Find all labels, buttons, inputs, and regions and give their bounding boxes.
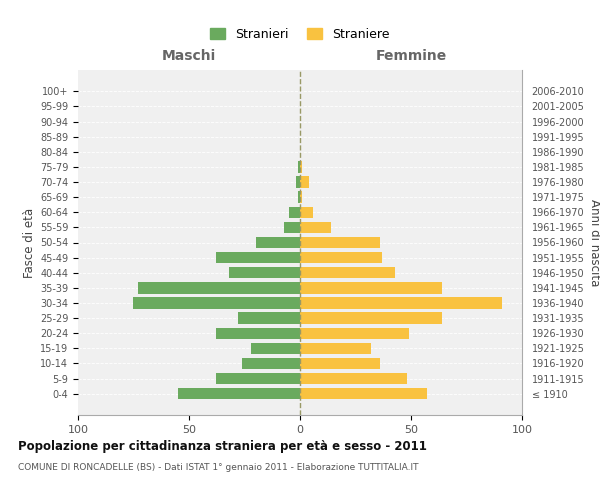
Bar bbox=[300, 267, 395, 278]
Bar bbox=[215, 373, 300, 384]
Bar bbox=[298, 162, 300, 172]
Text: Popolazione per cittadinanza straniera per età e sesso - 2011: Popolazione per cittadinanza straniera p… bbox=[18, 440, 427, 453]
Bar bbox=[298, 192, 300, 203]
Bar bbox=[251, 342, 300, 354]
Bar bbox=[300, 388, 427, 400]
Bar bbox=[284, 222, 300, 233]
Text: Maschi: Maschi bbox=[162, 49, 216, 63]
Bar bbox=[133, 298, 300, 308]
Bar bbox=[289, 206, 300, 218]
Bar bbox=[300, 282, 442, 294]
Bar bbox=[300, 192, 302, 203]
Bar bbox=[300, 298, 502, 308]
Bar bbox=[138, 282, 300, 294]
Bar bbox=[238, 312, 300, 324]
Bar bbox=[300, 176, 309, 188]
Bar bbox=[296, 176, 300, 188]
Bar bbox=[300, 358, 380, 369]
Bar bbox=[256, 237, 300, 248]
Bar bbox=[242, 358, 300, 369]
Bar bbox=[300, 222, 331, 233]
Bar bbox=[229, 267, 300, 278]
Bar bbox=[300, 206, 313, 218]
Bar bbox=[178, 388, 300, 400]
Bar bbox=[300, 342, 371, 354]
Bar bbox=[300, 312, 442, 324]
Bar bbox=[300, 373, 407, 384]
Bar bbox=[215, 252, 300, 264]
Bar bbox=[300, 162, 302, 172]
Bar bbox=[300, 328, 409, 339]
Bar bbox=[300, 252, 382, 264]
Legend: Stranieri, Straniere: Stranieri, Straniere bbox=[210, 28, 390, 41]
Y-axis label: Fasce di età: Fasce di età bbox=[23, 208, 36, 278]
Bar bbox=[300, 237, 380, 248]
Bar bbox=[215, 328, 300, 339]
Y-axis label: Anni di nascita: Anni di nascita bbox=[588, 199, 600, 286]
Text: COMUNE DI RONCADELLE (BS) - Dati ISTAT 1° gennaio 2011 - Elaborazione TUTTITALIA: COMUNE DI RONCADELLE (BS) - Dati ISTAT 1… bbox=[18, 462, 419, 471]
Text: Femmine: Femmine bbox=[376, 49, 446, 63]
